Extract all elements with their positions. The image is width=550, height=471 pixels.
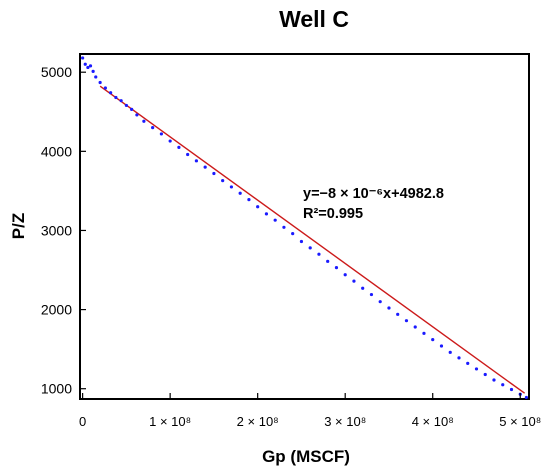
data-point-0-19 bbox=[186, 152, 190, 157]
x-axis-label: Gp (MSCF) bbox=[262, 447, 350, 466]
y-tick-label-2: 3000 bbox=[41, 222, 72, 238]
data-point-0-38 bbox=[352, 279, 356, 283]
data-point-0-4 bbox=[91, 69, 95, 74]
data-point-0-39 bbox=[361, 286, 365, 290]
x-tick-label-1: 1 × 10⁸ bbox=[149, 414, 191, 429]
y-tick-label-4: 5000 bbox=[41, 64, 72, 80]
data-point-0-24 bbox=[229, 185, 234, 189]
data-point-0-50 bbox=[457, 356, 461, 360]
x-tick-label-3: 3 × 10⁸ bbox=[324, 414, 366, 429]
data-point-0-41 bbox=[378, 300, 382, 304]
data-point-0-36 bbox=[334, 266, 339, 270]
data-point-0-23 bbox=[221, 179, 225, 183]
data-point-0-44 bbox=[404, 319, 409, 323]
y-tick-label-1: 2000 bbox=[41, 302, 72, 318]
chart-title: Well C bbox=[279, 6, 349, 32]
data-point-0-35 bbox=[326, 259, 330, 263]
data-point-0-17 bbox=[168, 139, 172, 143]
data-point-0-31 bbox=[291, 232, 295, 236]
data-point-0-14 bbox=[142, 119, 146, 123]
data-point-0-3 bbox=[88, 64, 93, 68]
x-tick-label-2: 2 × 10⁸ bbox=[237, 414, 279, 429]
trendline-layer bbox=[99, 85, 526, 394]
data-point-0-0 bbox=[81, 56, 85, 60]
r-squared-label: R²=0.995 bbox=[303, 206, 363, 222]
data-point-0-18 bbox=[177, 145, 181, 149]
data-point-0-26 bbox=[247, 197, 251, 202]
x-tick-label-4: 4 × 10⁸ bbox=[412, 414, 454, 429]
trendline bbox=[99, 85, 526, 394]
data-point-0-15 bbox=[151, 125, 155, 130]
data-point-0-32 bbox=[299, 239, 304, 244]
data-point-0-45 bbox=[413, 325, 417, 329]
data-point-0-28 bbox=[264, 212, 269, 216]
data-point-0-42 bbox=[387, 306, 391, 310]
data-point-0-2 bbox=[86, 65, 90, 70]
data-point-0-1 bbox=[83, 62, 87, 66]
data-point-0-53 bbox=[483, 372, 487, 377]
data-point-0-11 bbox=[124, 103, 128, 108]
data-point-0-20 bbox=[194, 159, 199, 163]
data-point-0-52 bbox=[474, 367, 479, 371]
data-point-0-33 bbox=[308, 246, 312, 250]
data-point-0-10 bbox=[119, 99, 123, 103]
y-axis-label: P/Z bbox=[9, 213, 28, 239]
data-point-0-5 bbox=[94, 75, 98, 79]
data-point-0-12 bbox=[130, 107, 134, 111]
data-point-0-43 bbox=[396, 312, 400, 316]
data-point-0-27 bbox=[256, 205, 260, 209]
data-point-0-13 bbox=[135, 113, 139, 117]
data-point-0-29 bbox=[273, 218, 277, 222]
data-point-0-21 bbox=[203, 165, 207, 169]
data-point-0-37 bbox=[343, 273, 347, 277]
data-point-0-8 bbox=[109, 91, 113, 95]
data-point-0-54 bbox=[492, 378, 496, 382]
data-point-0-49 bbox=[448, 350, 452, 354]
x-tick-label-0: 0 bbox=[79, 414, 86, 429]
data-point-0-30 bbox=[282, 225, 286, 229]
data-points bbox=[81, 56, 528, 400]
x-axis-ticks: 0 1 × 10⁸ 2 × 10⁸ 3 × 10⁸ 4 × 10⁸ 5 × 10⁸ bbox=[79, 393, 541, 429]
data-point-0-9 bbox=[114, 95, 118, 100]
y-tick-label-3: 4000 bbox=[41, 143, 72, 159]
data-point-0-7 bbox=[103, 86, 107, 90]
data-point-0-51 bbox=[466, 361, 470, 365]
y-axis-ticks: 1000 2000 3000 4000 5000 bbox=[41, 64, 86, 397]
data-point-0-58 bbox=[524, 395, 528, 400]
data-point-0-25 bbox=[238, 191, 242, 195]
y-tick-label-0: 1000 bbox=[41, 381, 72, 397]
data-point-0-46 bbox=[422, 331, 426, 335]
data-point-0-55 bbox=[501, 383, 505, 387]
data-point-0-6 bbox=[98, 80, 102, 85]
data-point-0-22 bbox=[212, 171, 216, 176]
x-tick-label-5: 5 × 10⁸ bbox=[499, 414, 541, 429]
data-point-0-40 bbox=[369, 292, 374, 297]
regression-equation: y=−8 × 10⁻⁶x+4982.8 bbox=[303, 186, 444, 202]
data-point-0-48 bbox=[439, 344, 444, 348]
data-point-0-34 bbox=[317, 252, 321, 256]
data-point-0-56 bbox=[509, 387, 514, 392]
data-point-0-16 bbox=[159, 132, 163, 136]
data-point-0-47 bbox=[431, 338, 435, 342]
